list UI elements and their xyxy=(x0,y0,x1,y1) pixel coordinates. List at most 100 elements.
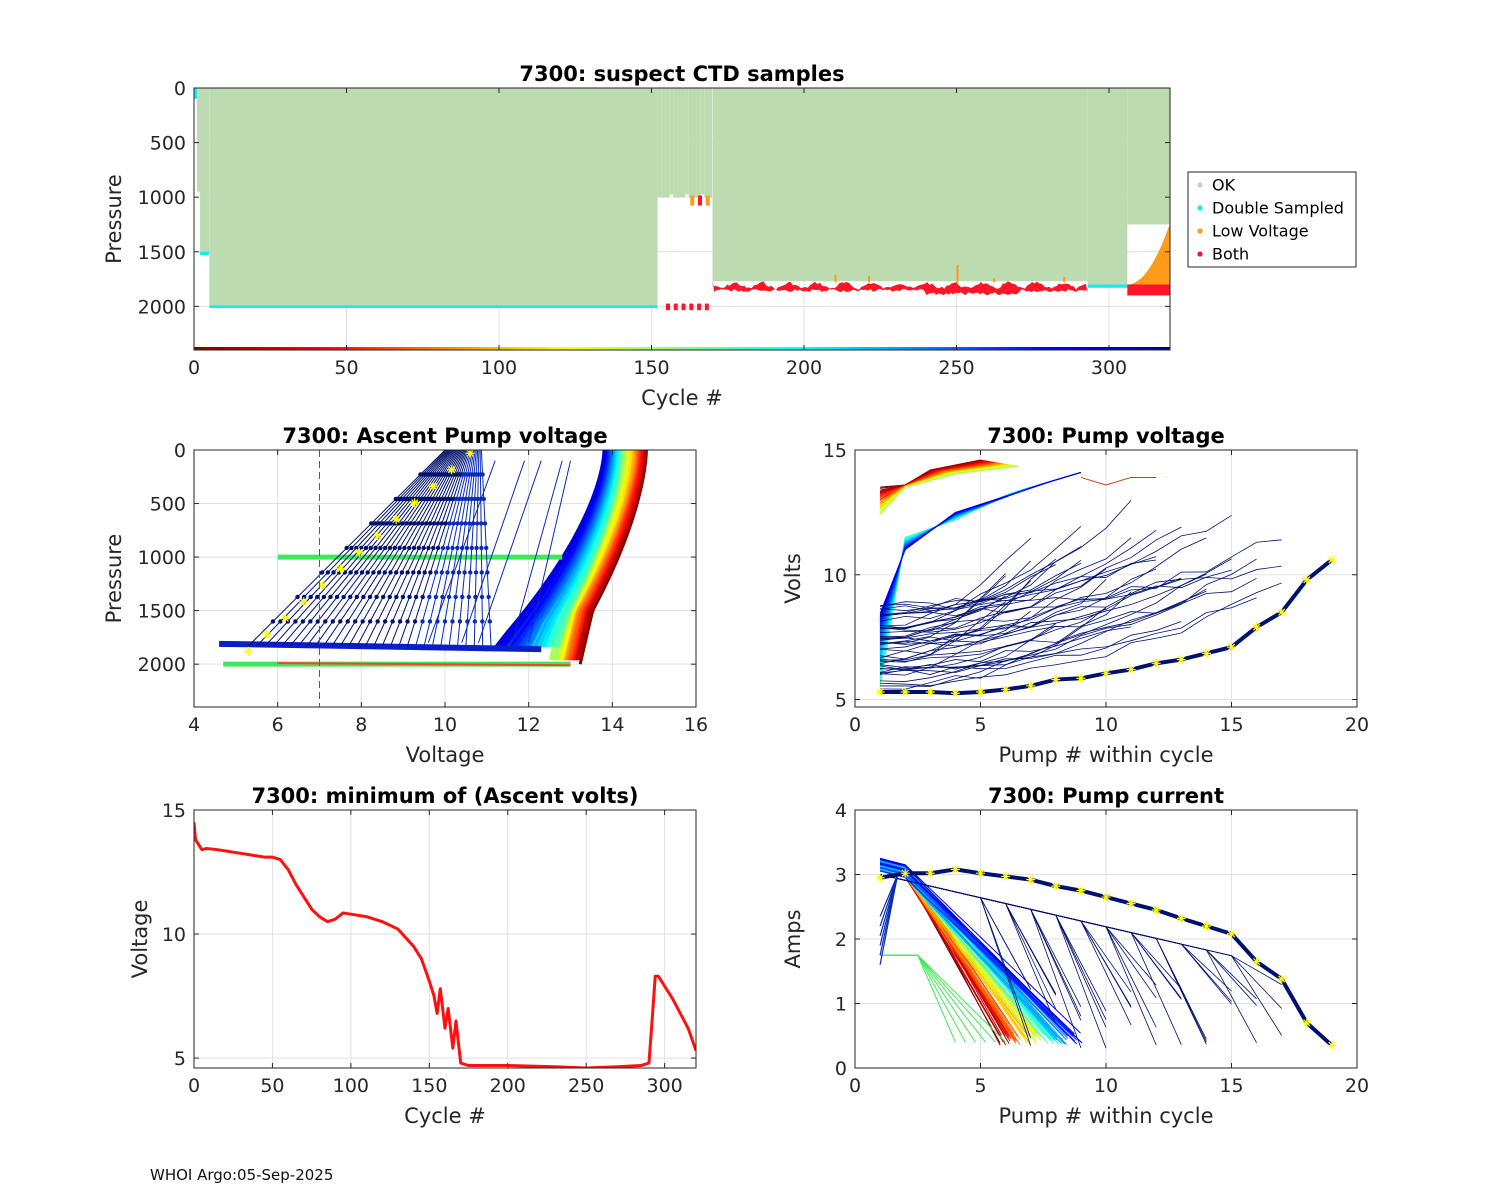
cycle-colorbar-cell xyxy=(453,347,457,350)
cycle-colorbar-cell xyxy=(648,347,652,350)
x-tick-label: 150 xyxy=(411,1075,447,1097)
cycle-colorbar-cell xyxy=(447,347,451,350)
highlight-marker xyxy=(1277,974,1287,984)
x-tick-label: 300 xyxy=(1091,357,1127,379)
cycle-colorbar-cell xyxy=(794,347,799,350)
highlight-marker xyxy=(262,630,272,640)
cycle-colorbar-cell xyxy=(892,347,896,350)
late-sample xyxy=(399,496,405,502)
late-sample xyxy=(388,521,394,526)
cycle-colorbar-cell xyxy=(529,347,534,350)
late-sample xyxy=(367,619,373,624)
cycle-colorbar-cell xyxy=(279,347,283,350)
cycle-colorbar-cell xyxy=(526,347,530,350)
cycle-colorbar-cell xyxy=(700,347,704,350)
cycle-colorbar-cell xyxy=(1032,347,1037,350)
late-sample xyxy=(416,570,422,575)
late-sample xyxy=(365,570,370,575)
pump-voltage-profile xyxy=(880,582,1282,687)
y-tick-label: 500 xyxy=(150,133,186,155)
cycle-colorbar-cell xyxy=(593,347,598,350)
late-sample xyxy=(338,619,343,624)
cycle-colorbar-cell xyxy=(1090,347,1095,350)
cycle-colorbar-cell xyxy=(303,347,308,350)
cycle-colorbar-cell xyxy=(1133,347,1137,350)
both-sample xyxy=(681,303,686,311)
cycle-colorbar-cell xyxy=(852,347,857,350)
cycle-colorbar-cell xyxy=(276,347,280,350)
cycle-colorbar-cell xyxy=(938,347,942,350)
late-sample xyxy=(344,545,349,551)
cycle-colorbar-cell xyxy=(194,347,198,350)
highlight-marker xyxy=(1176,655,1186,665)
late-sample xyxy=(460,496,465,502)
cycle-colorbar-cell xyxy=(865,347,869,350)
both-sample xyxy=(673,303,678,311)
y-axis-label: Pressure xyxy=(102,174,126,264)
cycle-colorbar-cell xyxy=(965,347,970,350)
cycle-colorbar-cell xyxy=(1139,347,1144,350)
cycle-colorbar-cell xyxy=(611,347,616,350)
cycle-colorbar-cell xyxy=(761,347,765,350)
cycle-colorbar-cell xyxy=(932,347,936,350)
late-sample xyxy=(345,619,350,624)
cycle-colorbar-cell xyxy=(556,347,561,350)
cycle-colorbar-cell xyxy=(782,347,787,350)
chart-title: 7300: minimum of (Ascent volts) xyxy=(251,784,638,808)
cycle-colorbar-cell xyxy=(270,347,274,350)
cycle-colorbar-cell xyxy=(438,347,442,350)
cycle-colorbar-cell xyxy=(983,347,988,350)
late-sample xyxy=(479,594,485,600)
cycle-colorbar-cell xyxy=(971,347,976,350)
late-sample xyxy=(453,594,458,600)
cycle-colorbar-cell xyxy=(499,347,503,350)
cycle-colorbar-cell xyxy=(508,347,512,350)
cycle-colorbar-cell xyxy=(569,347,573,350)
late-sample xyxy=(334,594,340,600)
cycle-colorbar-cell xyxy=(523,347,527,350)
x-tick-label: 15 xyxy=(1219,714,1243,736)
axes-pumpi: 0 5 10 15 20 0 1 2 3 4 7300: Pump current Pump # wi… xyxy=(781,784,1369,1128)
bottom-band xyxy=(277,662,571,667)
late-sample xyxy=(315,594,320,600)
pump-voltage-profile xyxy=(880,610,1031,670)
cycle-colorbar-cell xyxy=(273,347,277,350)
pump-voltage-profile xyxy=(880,558,1232,645)
late-sample xyxy=(459,521,464,526)
cycle-colorbar-cell xyxy=(563,347,567,350)
cycle-colorbar-cell xyxy=(913,347,918,350)
highlight-marker xyxy=(428,481,438,491)
late-sample xyxy=(416,521,421,526)
cycle-colorbar-cell xyxy=(230,347,235,350)
cycle-colorbar-cell xyxy=(727,347,732,350)
x-tick-label: 4 xyxy=(188,714,200,736)
cycle-colorbar-cell xyxy=(538,347,543,350)
pump-voltage-profile xyxy=(880,539,1282,632)
cycle-colorbar-cell xyxy=(520,347,524,350)
cycle-colorbar-cell xyxy=(922,347,927,350)
cycle-colorbar-cell xyxy=(441,347,445,350)
legend-label: OK xyxy=(1212,176,1236,195)
cycle-colorbar-cell xyxy=(285,347,290,350)
cycle-colorbar-cell xyxy=(959,347,964,350)
cycle-colorbar-cell xyxy=(697,347,701,350)
late-sample xyxy=(435,521,441,526)
late-sample xyxy=(420,496,426,502)
cycle-colorbar-cell xyxy=(413,347,418,350)
highlight-marker xyxy=(373,531,383,541)
cycle-colorbar-cell xyxy=(1096,347,1101,350)
cycle-colorbar-cell xyxy=(1124,347,1128,350)
cycle-colorbar-cell xyxy=(1008,347,1012,350)
late-sample xyxy=(439,570,445,575)
cycle-colorbar-cell xyxy=(349,347,354,350)
late-sample xyxy=(376,570,382,575)
x-tick-label: 6 xyxy=(272,714,284,736)
late-sample xyxy=(392,545,397,551)
highlight-marker xyxy=(1051,675,1061,685)
late-sample xyxy=(473,570,479,575)
pump-voltage-profile xyxy=(880,626,1132,669)
cycle-colorbar-cell xyxy=(773,347,778,350)
low-voltage-sample xyxy=(993,277,996,283)
late-sample xyxy=(472,619,478,624)
cycle-colorbar-cell xyxy=(672,347,677,350)
